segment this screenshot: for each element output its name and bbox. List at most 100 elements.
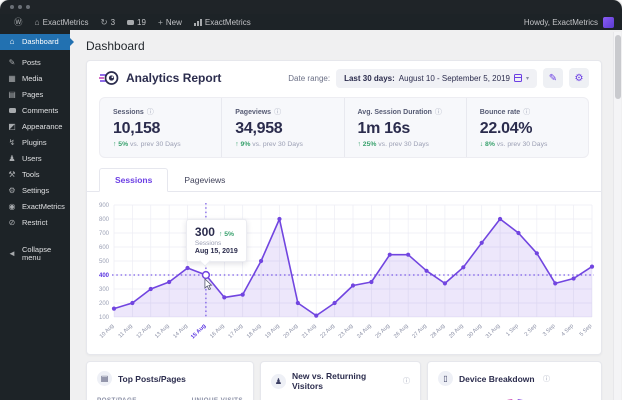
- stat-change: ↑ 25% vs. prev 30 Days: [358, 141, 453, 148]
- svg-text:12 Aug: 12 Aug: [136, 323, 153, 340]
- info-icon[interactable]: ⓘ: [434, 109, 442, 116]
- stat-change: ↓ 8% vs. prev 30 Days: [480, 141, 575, 148]
- updates[interactable]: ↻ 3: [94, 17, 121, 28]
- stat-value: 10,158: [113, 120, 161, 137]
- sidebar-item-dashboard[interactable]: ⌂ Dashboard: [0, 34, 70, 50]
- sidebar-item-media[interactable]: ▦ Media: [0, 71, 70, 87]
- comment-icon: [127, 19, 135, 25]
- wp-logo[interactable]: Ⓦ: [8, 16, 29, 28]
- stat-value: 34,958: [235, 120, 283, 137]
- svg-text:11 Aug: 11 Aug: [118, 323, 134, 339]
- page-title: Dashboard: [86, 39, 145, 53]
- calendar-icon: [513, 74, 522, 82]
- sidebar-item-label: Users: [22, 154, 42, 164]
- exactmetrics-bar[interactable]: ExactMetrics: [188, 18, 257, 27]
- stat-change-suffix: vs. prev 30 Days: [128, 141, 181, 148]
- svg-text:2 Sep: 2 Sep: [524, 323, 539, 338]
- column-header: UNIQUE VISITS: [192, 397, 243, 400]
- analytics-report-card: Analytics Report Date range: Last 30 day…: [86, 60, 602, 355]
- update-icon: ↻: [100, 16, 108, 27]
- svg-text:300: 300: [99, 287, 110, 293]
- svg-text:30 Aug: 30 Aug: [467, 323, 484, 340]
- howdy-text: Howdy, ExactMetrics: [523, 17, 598, 27]
- stat-avg-session-duration: Avg. Session Duration ⓘ 1m 16s ↑ 25% vs. pr…: [343, 98, 466, 157]
- sidebar-item-plugins[interactable]: ↯ Plugins: [0, 135, 70, 151]
- sidebar-item-tools[interactable]: ⚒ Tools: [0, 167, 70, 183]
- window-dot-icon[interactable]: [10, 5, 14, 9]
- svg-text:29 Aug: 29 Aug: [448, 323, 465, 340]
- sidebar-item-label: Collapse menu: [22, 245, 52, 262]
- up-arrow-icon: ↑ 25%: [357, 141, 377, 148]
- down-arrow-icon: ↓ 8%: [479, 141, 495, 148]
- edit-button[interactable]: ✎: [543, 68, 563, 88]
- tab-pageviews[interactable]: Pageviews: [184, 175, 226, 185]
- stat-value: 22.04%: [479, 120, 533, 137]
- info-icon[interactable]: ⓘ: [146, 109, 154, 116]
- sidebar-item-exactmetrics[interactable]: ◉ ExactMetrics: [0, 199, 70, 215]
- site-link[interactable]: ⌂ ExactMetrics: [29, 17, 95, 27]
- column-header: POST/PAGE: [97, 397, 137, 400]
- tab-sessions[interactable]: Sessions: [99, 168, 169, 192]
- restrict-icon: ⊘: [8, 218, 16, 227]
- stats-row: Sessions ⓘ 10,158 ↑ 5% vs. prev 30 Days Page…: [99, 97, 589, 158]
- updates-label: 3: [110, 17, 116, 27]
- sidebar-item-label: Posts: [22, 58, 41, 68]
- svg-text:5 Sep: 5 Sep: [579, 323, 594, 338]
- window-dot-icon[interactable]: [26, 5, 30, 9]
- new-content[interactable]: + New: [152, 17, 188, 27]
- sidebar-item-pages[interactable]: ▤ Pages: [0, 87, 70, 103]
- svg-text:28 Aug: 28 Aug: [430, 323, 447, 340]
- up-arrow-icon: ↑ 9%: [235, 141, 251, 148]
- svg-text:31 Aug: 31 Aug: [485, 323, 502, 340]
- window-titlebar[interactable]: [0, 0, 622, 14]
- up-arrow-icon: ↑: [218, 231, 223, 238]
- sidebar-item-comments[interactable]: Comments: [0, 103, 70, 119]
- comments-count[interactable]: 19: [121, 18, 152, 27]
- svg-text:13 Aug: 13 Aug: [154, 323, 171, 340]
- sidebar-item-label: Comments: [22, 106, 59, 116]
- sessions-chart[interactable]: 300 ↑ 5% Sessions Aug 15, 2019 900 800 700…: [87, 192, 601, 354]
- svg-text:22 Aug: 22 Aug: [319, 323, 336, 340]
- sidebar-item-appearance[interactable]: ◩ Appearance: [0, 119, 70, 135]
- date-range-preset: Last 30 days:: [344, 73, 395, 83]
- sidebar-item-collapse-menu[interactable]: ◄ Collapse menu: [0, 242, 70, 265]
- sidebar-item-restrict[interactable]: ⊘ Restrict: [0, 215, 70, 231]
- svg-text:1 Sep: 1 Sep: [505, 323, 520, 338]
- svg-text:21 Aug: 21 Aug: [301, 323, 318, 340]
- sidebar-item-posts[interactable]: ✎ Posts: [0, 55, 70, 71]
- sidebar-item-label: Appearance: [22, 122, 63, 132]
- info-icon[interactable]: ⓘ: [523, 109, 531, 116]
- window-dot-icon[interactable]: [18, 5, 22, 9]
- comments-count-label: 19: [137, 17, 146, 27]
- svg-text:900: 900: [99, 203, 110, 209]
- svg-text:20 Aug: 20 Aug: [283, 323, 300, 340]
- svg-text:4 Sep: 4 Sep: [560, 323, 575, 338]
- stat-label-text: Sessions: [113, 108, 144, 116]
- devices-panel: ▯ Device Breakdown ⓘ: [427, 361, 602, 400]
- svg-text:700: 700: [99, 231, 110, 237]
- plugins-icon: ↯: [8, 138, 16, 147]
- stat-label-text: Bounce rate: [479, 108, 521, 116]
- scrollbar-thumb[interactable]: [614, 35, 621, 99]
- sidebar-item-label: Tools: [22, 170, 40, 180]
- sidebar-item-settings[interactable]: ⚙ Settings: [0, 183, 70, 199]
- comments-icon: [7, 107, 17, 115]
- svg-text:25 Aug: 25 Aug: [375, 323, 392, 340]
- report-title: Analytics Report: [126, 71, 222, 85]
- date-range-picker[interactable]: Last 30 days: August 10 - September 5, 2…: [336, 68, 537, 88]
- settings-icon: ⚙: [8, 186, 16, 195]
- svg-text:400: 400: [99, 273, 110, 279]
- stat-value: 1m 16s: [357, 120, 411, 137]
- svg-text:26 Aug: 26 Aug: [393, 323, 410, 340]
- settings-button[interactable]: ⚙: [569, 68, 589, 88]
- stat-bounce-rate: Bounce rate ⓘ 22.04% ↓ 8% vs. prev 30 Days: [465, 98, 588, 157]
- pages-icon: ▤: [8, 90, 16, 99]
- sidebar-item-users[interactable]: ♟ Users: [0, 151, 70, 167]
- bar-chart-icon: [193, 18, 202, 26]
- media-icon: ▦: [8, 74, 16, 83]
- sidebar-item-label: Dashboard: [22, 37, 59, 47]
- admin-bar-account[interactable]: Howdy, ExactMetrics: [523, 16, 614, 28]
- scrollbar[interactable]: [613, 32, 621, 400]
- info-icon[interactable]: ⓘ: [274, 109, 282, 116]
